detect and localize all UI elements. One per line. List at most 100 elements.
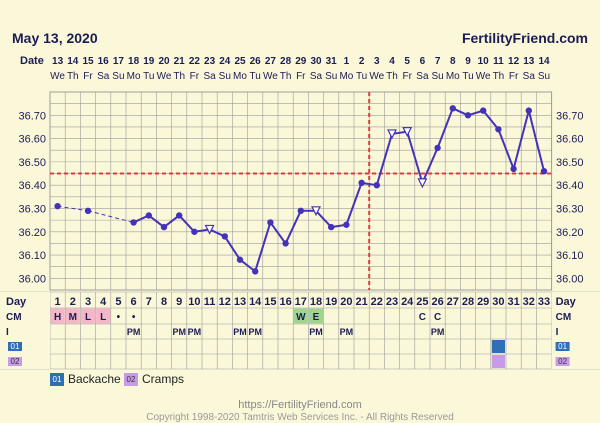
temperature-line-segment [178,214,196,233]
time-marker: PM [188,327,202,337]
chart-date: May 13, 2020 [12,30,98,46]
weekday-label: Th [173,71,185,82]
cm-cell-value: C [419,312,426,323]
cycle-day-number: 12 [219,296,231,308]
y-tick-label-left: 36.20 [18,227,46,239]
weekday-label: Th [280,71,292,82]
fertile-cell [293,308,308,324]
cycle-day-number: 29 [477,296,489,308]
temperature-point-open [417,178,428,189]
weekday-label: We [50,71,65,82]
temperature-point [495,126,502,133]
weekday-label: Sa [523,71,536,82]
temperature-point [540,168,548,175]
temperature-point [145,212,152,219]
temperature-point [328,223,335,231]
date-number: 23 [204,56,216,67]
weekday-label: Su [325,71,337,82]
date-number: 16 [98,56,110,67]
time-marker: PM [248,327,262,337]
legend-swatch-cramps: 02 [124,372,138,386]
cycle-day-number: 2 [70,296,76,308]
weekday-label: Tu [143,71,154,82]
cm-cell-value: • [132,312,136,323]
y-tick-label-left: 36.10 [18,250,46,262]
day-row-label-right: Day [556,296,577,308]
temperature-line-segment [269,221,287,244]
cm-cell-value: L [100,312,106,323]
cycle-day-number: 9 [176,296,182,308]
legend-backache: 01 Backache [50,372,121,386]
weekday-label: Tu [462,71,473,82]
date-number: 9 [465,56,471,67]
temperature-line-segment [345,182,363,226]
temperature-point [373,181,380,189]
time-marker: PM [309,327,323,337]
cycle-day-number: 7 [146,296,152,308]
y-tick-label-right: 36.40 [556,180,584,192]
weekday-label: Fr [402,71,412,82]
date-number: 26 [250,56,262,67]
i-row-label-left: I [6,327,9,338]
temperature-line-segment [375,133,393,186]
cm-cell-value: H [54,312,61,323]
cycle-day-number: 4 [100,296,107,308]
cycle-day-number: 24 [401,296,414,308]
cm-cell-value: M [69,312,77,323]
temperature-gap-line [87,210,134,223]
fertile-cell [308,308,324,324]
cycle-day-number: 22 [371,296,383,308]
date-number: 27 [265,56,277,67]
date-number: 20 [158,56,170,67]
temperature-point [480,107,487,114]
temperature-point [267,219,274,226]
temperature-line-segment [527,110,545,172]
cm-cell-value: W [296,312,306,323]
time-marker: PM [340,327,354,337]
y-tick-label-right: 36.00 [556,273,584,285]
weekday-label: Fr [296,71,306,82]
temperature-line-segment [512,110,530,170]
symptom-code-right: 02 [558,357,567,366]
symptom-cell [491,355,505,368]
temperature-point [160,223,168,231]
footer-url[interactable]: https://FertilityFriend.com [238,399,362,411]
temperature-line-segment [482,110,500,130]
legend-swatch-backache: 01 [50,372,64,386]
y-tick-label-right: 36.70 [556,110,584,122]
symptom-code-badge-left [8,357,22,366]
cm-cell-value: • [117,312,121,323]
temperature-gap-line [57,205,89,212]
row-label-bg [0,292,50,369]
temperature-point [358,179,365,187]
temperature-point [191,228,198,235]
cycle-day-number: 32 [523,296,535,308]
symptom-code-right: 01 [558,342,567,351]
day-row-label-left: Day [6,296,27,308]
cycle-day-number: 17 [295,296,307,308]
weekday-label: Tu [356,71,367,82]
y-tick-label-left: 36.40 [18,180,46,192]
y-tick-label-right: 36.50 [556,157,584,169]
time-marker: PM [431,327,445,337]
y-tick-label-left: 36.00 [18,273,46,285]
temperature-point [464,112,472,119]
weekday-label: Fr [509,71,519,82]
weekday-label: Mo [446,71,460,82]
site-name: FertilityFriend.com [461,30,588,46]
date-number: 24 [219,56,231,67]
date-number: 14 [67,56,79,67]
weekday-label: Su [538,71,550,82]
temperature-point [434,144,441,152]
y-tick-label-right: 36.30 [556,203,584,215]
date-number: 30 [310,56,322,67]
time-marker: PM [127,327,141,337]
temperature-point [343,221,350,228]
date-number: 11 [493,56,504,67]
date-number: 1 [344,56,350,67]
cycle-day-number: 30 [492,296,504,308]
temperature-line-segment [497,128,515,170]
date-number: 22 [189,56,201,67]
temperature-point [525,107,532,114]
